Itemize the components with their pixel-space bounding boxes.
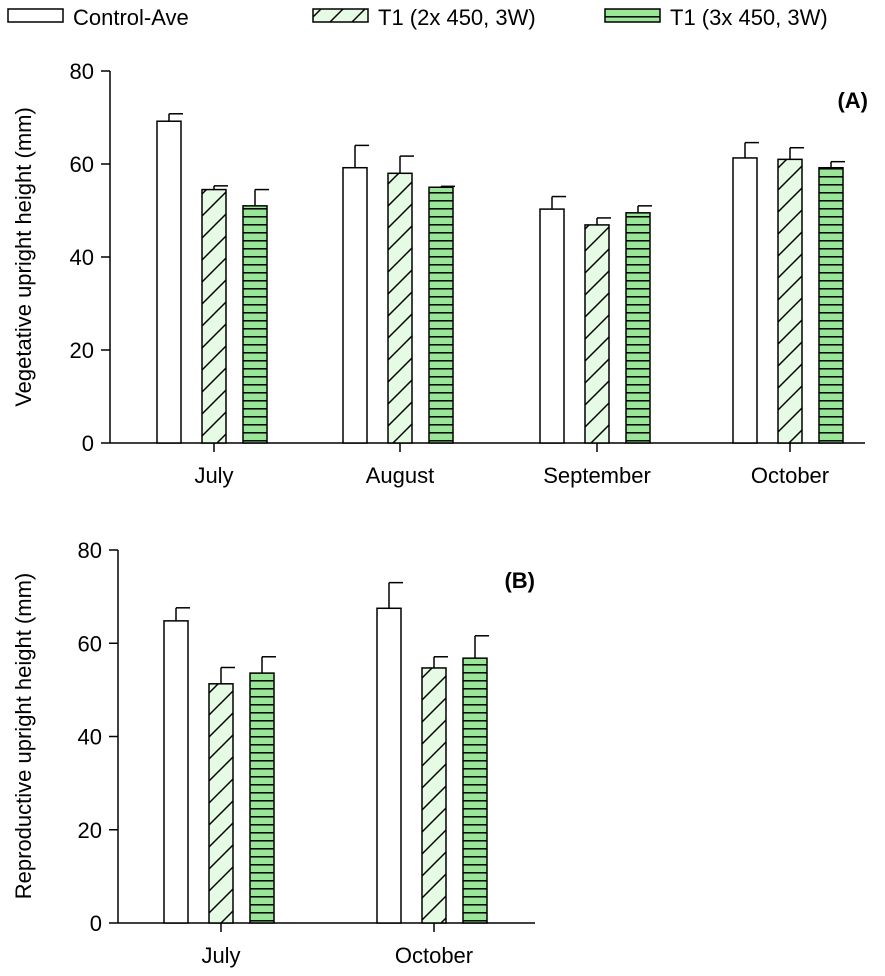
panel-b-ylabel: Reproductive upright height (mm): [11, 573, 36, 899]
panel-b-bar-t1-2x: [208, 683, 234, 924]
legend-label-control: Control-Ave: [73, 5, 189, 30]
panel-b-bar-t1-3x: [462, 657, 488, 924]
panel-a-bar-t1-2x: [584, 224, 610, 444]
panel-a-y-tick-label: 40: [70, 245, 94, 270]
legend-label-t1-3x: T1 (3x 450, 3W): [670, 5, 828, 30]
panel-a-plot: 0 20 40 60 80 July August September October: [70, 59, 865, 488]
panel-a-y-tick-label: 60: [70, 152, 94, 177]
panel-a-label: (A): [837, 88, 868, 113]
panel-b: Reproductive upright height (mm) (B) 0 20…: [11, 538, 535, 968]
panel-b-plot: 0 20 40 60 80 July October: [78, 538, 535, 968]
panel-b-bar-t1-3x: [249, 672, 275, 924]
panel-a-bar-t1-2x: [201, 188, 227, 444]
legend-item-control: Control-Ave: [7, 5, 189, 30]
panel-a-bar-control: [539, 208, 565, 444]
panel-a-bar-t1-2x: [387, 172, 413, 444]
panel-a-bar-t1-3x: [818, 166, 844, 444]
legend-swatch-t1-2x: [312, 8, 369, 23]
panel-a-x-tick-label: September: [543, 463, 651, 488]
panel-a-bar-t1-3x: [625, 212, 651, 444]
panel-a-x-tick-label: October: [751, 463, 829, 488]
panel-b-bar-t1-2x: [421, 667, 447, 924]
panel-a-bar-control: [732, 157, 758, 444]
panel-a-x-tick-label: August: [366, 463, 435, 488]
panel-b-bar-control: [376, 607, 402, 924]
panel-a-bar-t1-3x: [428, 186, 454, 444]
panel-a-x-tick-label: July: [194, 463, 233, 488]
legend-item-t1-3x: T1 (3x 450, 3W): [604, 5, 828, 30]
panel-b-x-tick-label: July: [201, 943, 240, 968]
panel-b-y-tick-label: 20: [78, 818, 102, 843]
panel-a: Vegetative upright height (mm) (A) 0 20 40…: [11, 59, 868, 488]
panel-b-y-tick-label: 60: [78, 631, 102, 656]
legend-item-t1-2x: T1 (2x 450, 3W): [312, 5, 536, 30]
panel-b-label: (B): [504, 568, 535, 593]
panel-a-bar-control: [156, 120, 182, 444]
panel-b-x-tick-label: October: [395, 943, 473, 968]
legend-swatch-control: [7, 8, 64, 23]
panel-b-y-tick-label: 80: [78, 538, 102, 563]
legend-swatch-t1-3x: [604, 8, 661, 23]
panel-a-ylabel: Vegetative upright height (mm): [11, 107, 36, 407]
legend-label-t1-2x: T1 (2x 450, 3W): [378, 5, 536, 30]
panel-a-bar-t1-3x: [242, 205, 268, 444]
panel-b-y-tick-label: 0: [90, 911, 102, 936]
panel-a-y-tick-label: 20: [70, 338, 94, 363]
panel-a-y-tick-label: 80: [70, 59, 94, 84]
panel-b-y-tick-label: 40: [78, 725, 102, 750]
panel-b-bar-control: [163, 620, 189, 924]
panel-a-y-tick-label: 0: [82, 431, 94, 456]
panel-a-bar-t1-2x: [777, 158, 803, 444]
panel-a-bar-control: [342, 166, 368, 444]
legend: Control-Ave T1 (2x 450, 3W) T1 (3x 450, …: [7, 5, 828, 30]
